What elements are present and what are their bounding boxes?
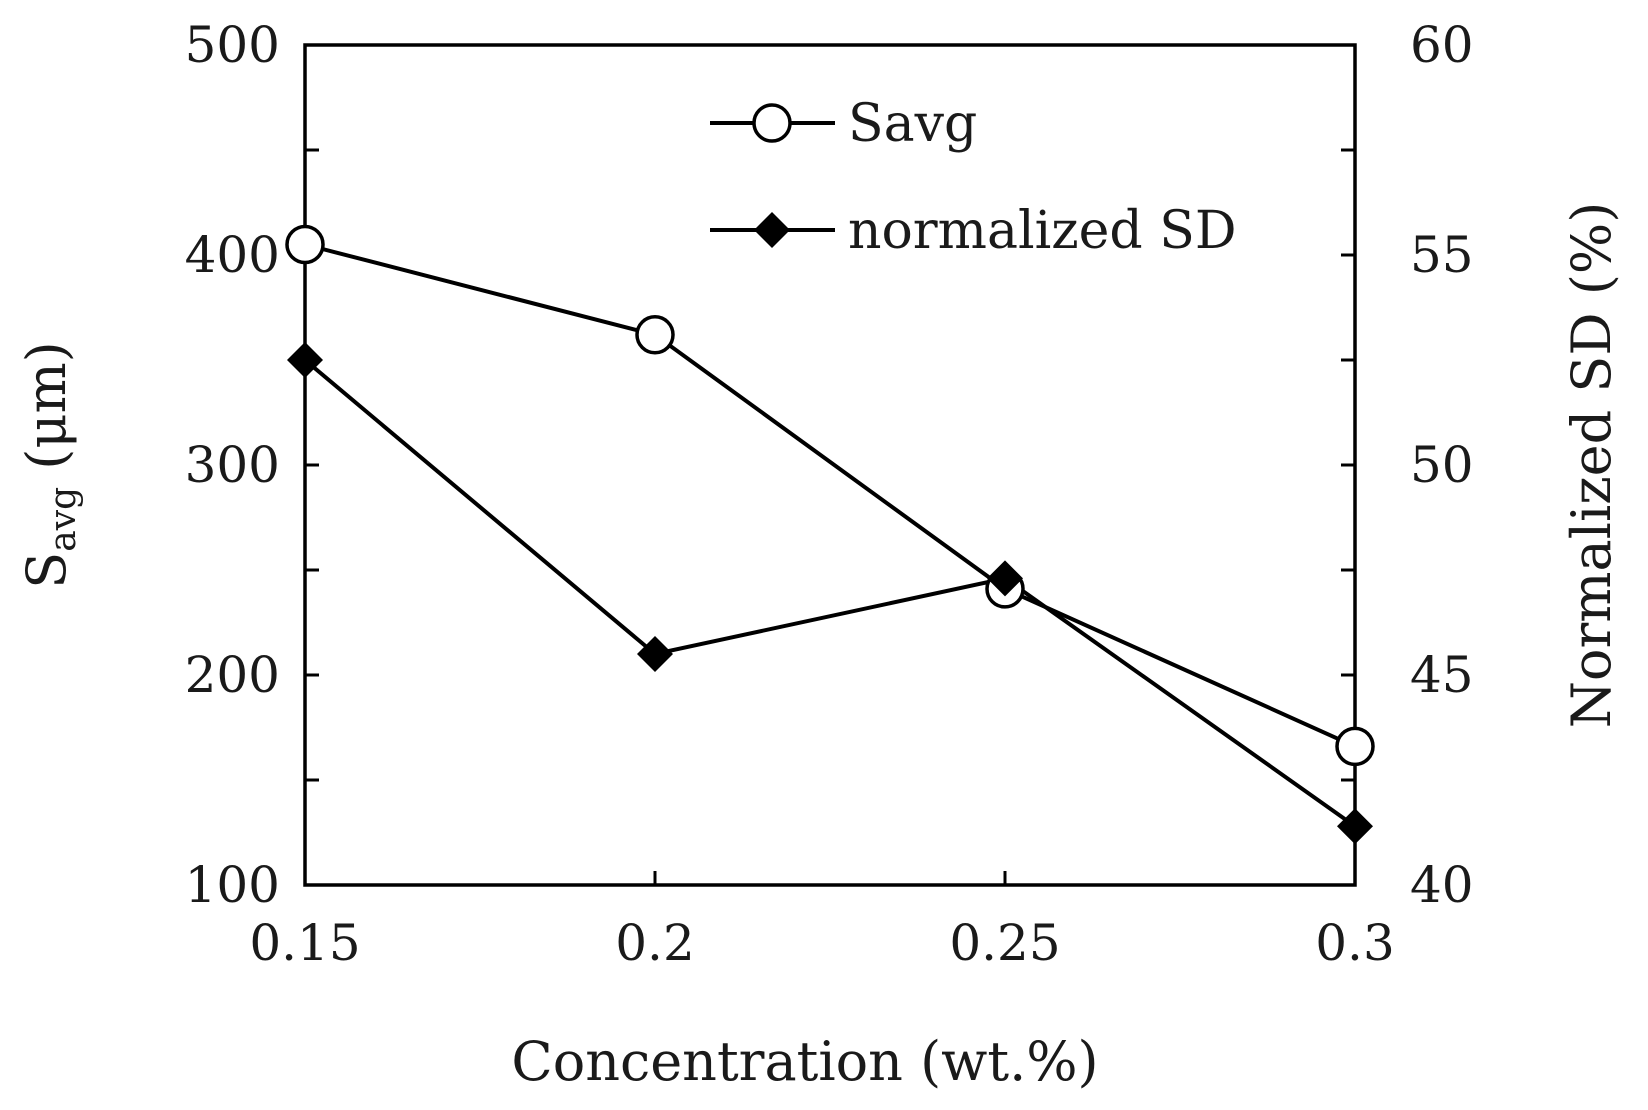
y-left-ticks: 100 200 300 400 500 — [185, 16, 319, 914]
legend-item-savg: Savg — [710, 94, 977, 154]
y-left-axis-label-subscript: avg — [43, 487, 84, 552]
data-point-normalized-sd — [637, 636, 673, 672]
legend-item-normalized-sd: normalized SD — [710, 201, 1237, 261]
series-line-normalized-sd — [303, 358, 1357, 828]
legend: Savg normalized SD — [710, 94, 1237, 261]
x-tick-label: 0.15 — [249, 914, 360, 972]
y-left-axis-label-main: S — [15, 552, 78, 589]
legend-savg-label: Savg — [848, 94, 977, 154]
x-axis-label: Concentration (wt.%) — [511, 1030, 1098, 1093]
legend-sd-label: normalized SD — [848, 201, 1237, 261]
y-left-tick-label: 500 — [185, 16, 280, 74]
y-left-axis-label: Savg (μm) — [15, 341, 84, 588]
data-point-savg — [1335, 726, 1375, 767]
data-point-normalized-sd — [987, 560, 1023, 597]
y-left-tick-label: 100 — [185, 856, 280, 914]
plot-frame — [303, 43, 1357, 887]
y-right-axis-label: Normalized SD (%) — [1560, 202, 1623, 729]
legend-savg-marker — [752, 103, 792, 143]
x-tick-label: 0.25 — [949, 914, 1060, 972]
legend-sd-marker — [754, 212, 790, 248]
y-left-axis-label-unit: (μm) — [15, 341, 78, 487]
y-right-tick-label: 60 — [1410, 16, 1474, 74]
y-left-tick-label: 300 — [185, 436, 280, 494]
series-line-savg — [304, 242, 1356, 749]
data-point-savg — [635, 315, 675, 355]
data-point-normalized-sd — [287, 342, 323, 378]
y-right-tick-label: 40 — [1410, 856, 1474, 914]
y-right-tick-label: 50 — [1410, 436, 1474, 494]
y-left-tick-label: 400 — [185, 226, 280, 284]
y-left-tick-label: 200 — [185, 646, 280, 704]
y-right-tick-label: 55 — [1410, 226, 1474, 284]
x-tick-label: 0.2 — [615, 914, 695, 972]
x-tick-label: 0.3 — [1315, 914, 1395, 972]
series-layer — [285, 224, 1375, 845]
data-point-normalized-sd — [1337, 808, 1373, 845]
y-right-tick-label: 45 — [1410, 646, 1474, 704]
x-ticks: 0.15 0.2 0.25 0.3 — [249, 871, 1395, 972]
y-right-ticks: 40 45 50 55 60 — [1341, 16, 1474, 914]
data-point-savg — [285, 224, 325, 265]
